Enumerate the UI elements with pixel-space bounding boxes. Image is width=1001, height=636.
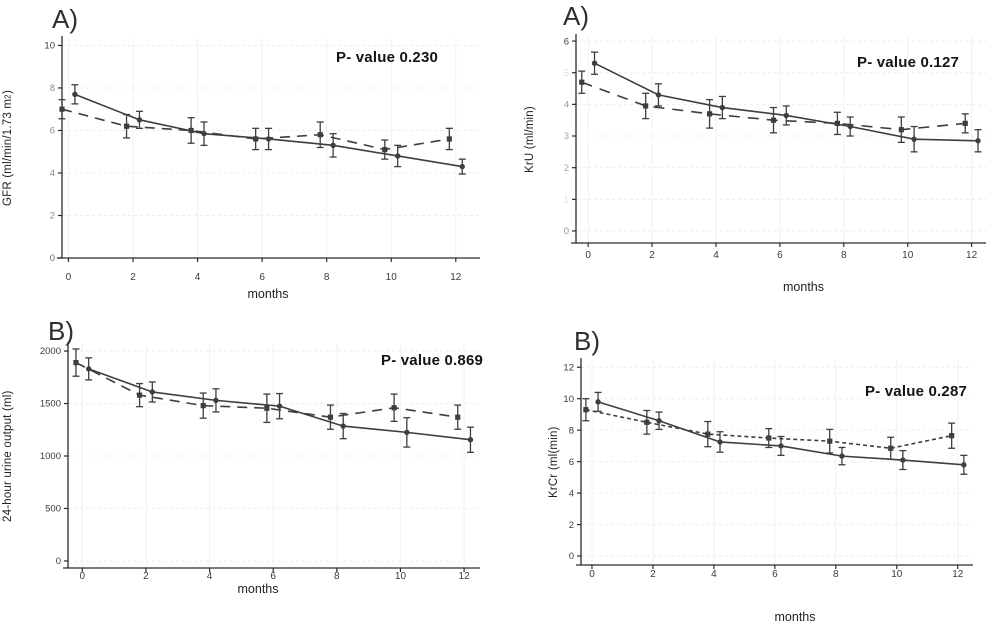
svg-text:1500: 1500 — [40, 399, 61, 410]
gfr-chart: 10 8 6 4 2 00 2 4 6 8 10 12 — [44, 36, 480, 283]
svg-text:10: 10 — [395, 571, 407, 582]
svg-text:4: 4 — [711, 569, 717, 580]
svg-text:4: 4 — [564, 100, 569, 111]
svg-text:0: 0 — [50, 253, 55, 264]
urine-output-x-axis-title: months — [237, 582, 279, 596]
kru-y-axis-title: KrU (ml/min) — [524, 36, 536, 243]
svg-text:12: 12 — [952, 569, 964, 580]
svg-text:0: 0 — [585, 250, 591, 261]
panel-label-a2: A) — [563, 1, 589, 31]
svg-text:10: 10 — [902, 250, 914, 261]
svg-text:0: 0 — [80, 571, 86, 582]
svg-text:4: 4 — [207, 571, 213, 582]
svg-text:6: 6 — [259, 272, 265, 283]
svg-text:10: 10 — [386, 272, 398, 283]
panel-gfr: 10 8 6 4 2 0 0 2 4 6 8 10 12 A) GFR (ml/min/1.73 m 2)… — [0, 0, 500, 318]
svg-text:3: 3 — [564, 131, 569, 142]
y-title-suffix: ) — [2, 90, 14, 95]
gfr-y-axis-title: GFR (ml/min/1.73 m 2) — [2, 38, 14, 258]
svg-text:2: 2 — [564, 163, 569, 174]
svg-text:0: 0 — [66, 272, 72, 283]
y-title-text: 24-hour urine output (ml) — [2, 390, 14, 522]
krcr-x-axis-title: months — [774, 610, 816, 624]
svg-text:4: 4 — [713, 250, 719, 261]
svg-text:2: 2 — [650, 569, 656, 580]
svg-text:4: 4 — [50, 168, 55, 179]
svg-text:1000: 1000 — [40, 451, 61, 462]
svg-text:6: 6 — [270, 571, 276, 582]
svg-text:12: 12 — [450, 272, 462, 283]
svg-text:2000: 2000 — [40, 346, 61, 357]
svg-text:6: 6 — [569, 457, 574, 468]
svg-text:2: 2 — [143, 571, 149, 582]
svg-text:2: 2 — [130, 272, 136, 283]
krcr-chart: 12 10 8 6 4 2 0 0 2 4 6 8 10 12 — [563, 358, 973, 580]
urine-output-y-axis-title: 24-hour urine output (ml) — [2, 344, 14, 568]
svg-text:12: 12 — [966, 250, 978, 261]
svg-text:6: 6 — [564, 36, 569, 47]
svg-text:1: 1 — [564, 195, 569, 206]
y-title-text: KrU (ml/min) — [524, 106, 536, 173]
svg-text:12: 12 — [459, 571, 471, 582]
panel-urine-output: 2000 1500 1000 500 0 0 2 4 6 8 10 12 B) 24-hour uri… — [0, 316, 500, 636]
y-title-text: GFR (ml/min/1.73 m — [2, 98, 14, 206]
panel-krcr: 12 10 8 6 4 2 0 0 2 4 6 8 10 12 B) KrCr (ml(min) P- v… — [500, 318, 1001, 636]
svg-text:500: 500 — [45, 504, 61, 515]
krcr-p-value: P- value 0.287 — [865, 383, 968, 400]
svg-text:8: 8 — [324, 272, 330, 283]
urine-output-chart: 2000 1500 1000 500 0 0 2 4 6 8 10 12 — [40, 342, 480, 582]
svg-text:8: 8 — [841, 250, 847, 261]
y-title-text: KrCr (ml(min) — [548, 426, 560, 499]
panel-kru: 6 5 4 3 2 1 0 0 2 4 6 8 10 12 A) KrU (ml/min) P- valu… — [500, 0, 1001, 318]
svg-text:4: 4 — [569, 488, 574, 499]
panel-label-b2: B) — [574, 326, 600, 356]
svg-text:4: 4 — [195, 272, 201, 283]
panel-label-b1: B) — [48, 316, 74, 346]
svg-text:0: 0 — [589, 569, 595, 580]
urine-output-p-value: P- value 0.869 — [381, 352, 484, 369]
svg-text:2: 2 — [569, 520, 574, 531]
svg-text:6: 6 — [772, 569, 778, 580]
kru-x-axis-title: months — [783, 280, 824, 294]
svg-text:10: 10 — [563, 394, 574, 405]
svg-text:6: 6 — [50, 126, 55, 137]
svg-text:0: 0 — [56, 556, 61, 567]
svg-text:0: 0 — [564, 226, 569, 237]
svg-text:0: 0 — [569, 551, 574, 562]
svg-text:12: 12 — [563, 362, 574, 373]
svg-text:8: 8 — [50, 83, 55, 94]
svg-text:6: 6 — [777, 250, 783, 261]
svg-text:5: 5 — [564, 68, 569, 79]
svg-text:8: 8 — [334, 571, 340, 582]
svg-text:10: 10 — [891, 569, 903, 580]
krcr-y-axis-title: KrCr (ml(min) — [548, 360, 560, 565]
svg-text:2: 2 — [649, 250, 655, 261]
svg-text:8: 8 — [833, 569, 839, 580]
gfr-p-value: P- value 0.230 — [336, 49, 439, 66]
gfr-x-axis-title: months — [247, 287, 289, 301]
svg-text:10: 10 — [44, 41, 55, 52]
kru-p-value: P- value 0.127 — [857, 54, 960, 71]
y-title-superscript: 2 — [3, 94, 13, 99]
panel-label-a1: A) — [52, 4, 78, 34]
svg-text:2: 2 — [50, 211, 55, 222]
svg-text:8: 8 — [569, 425, 574, 436]
